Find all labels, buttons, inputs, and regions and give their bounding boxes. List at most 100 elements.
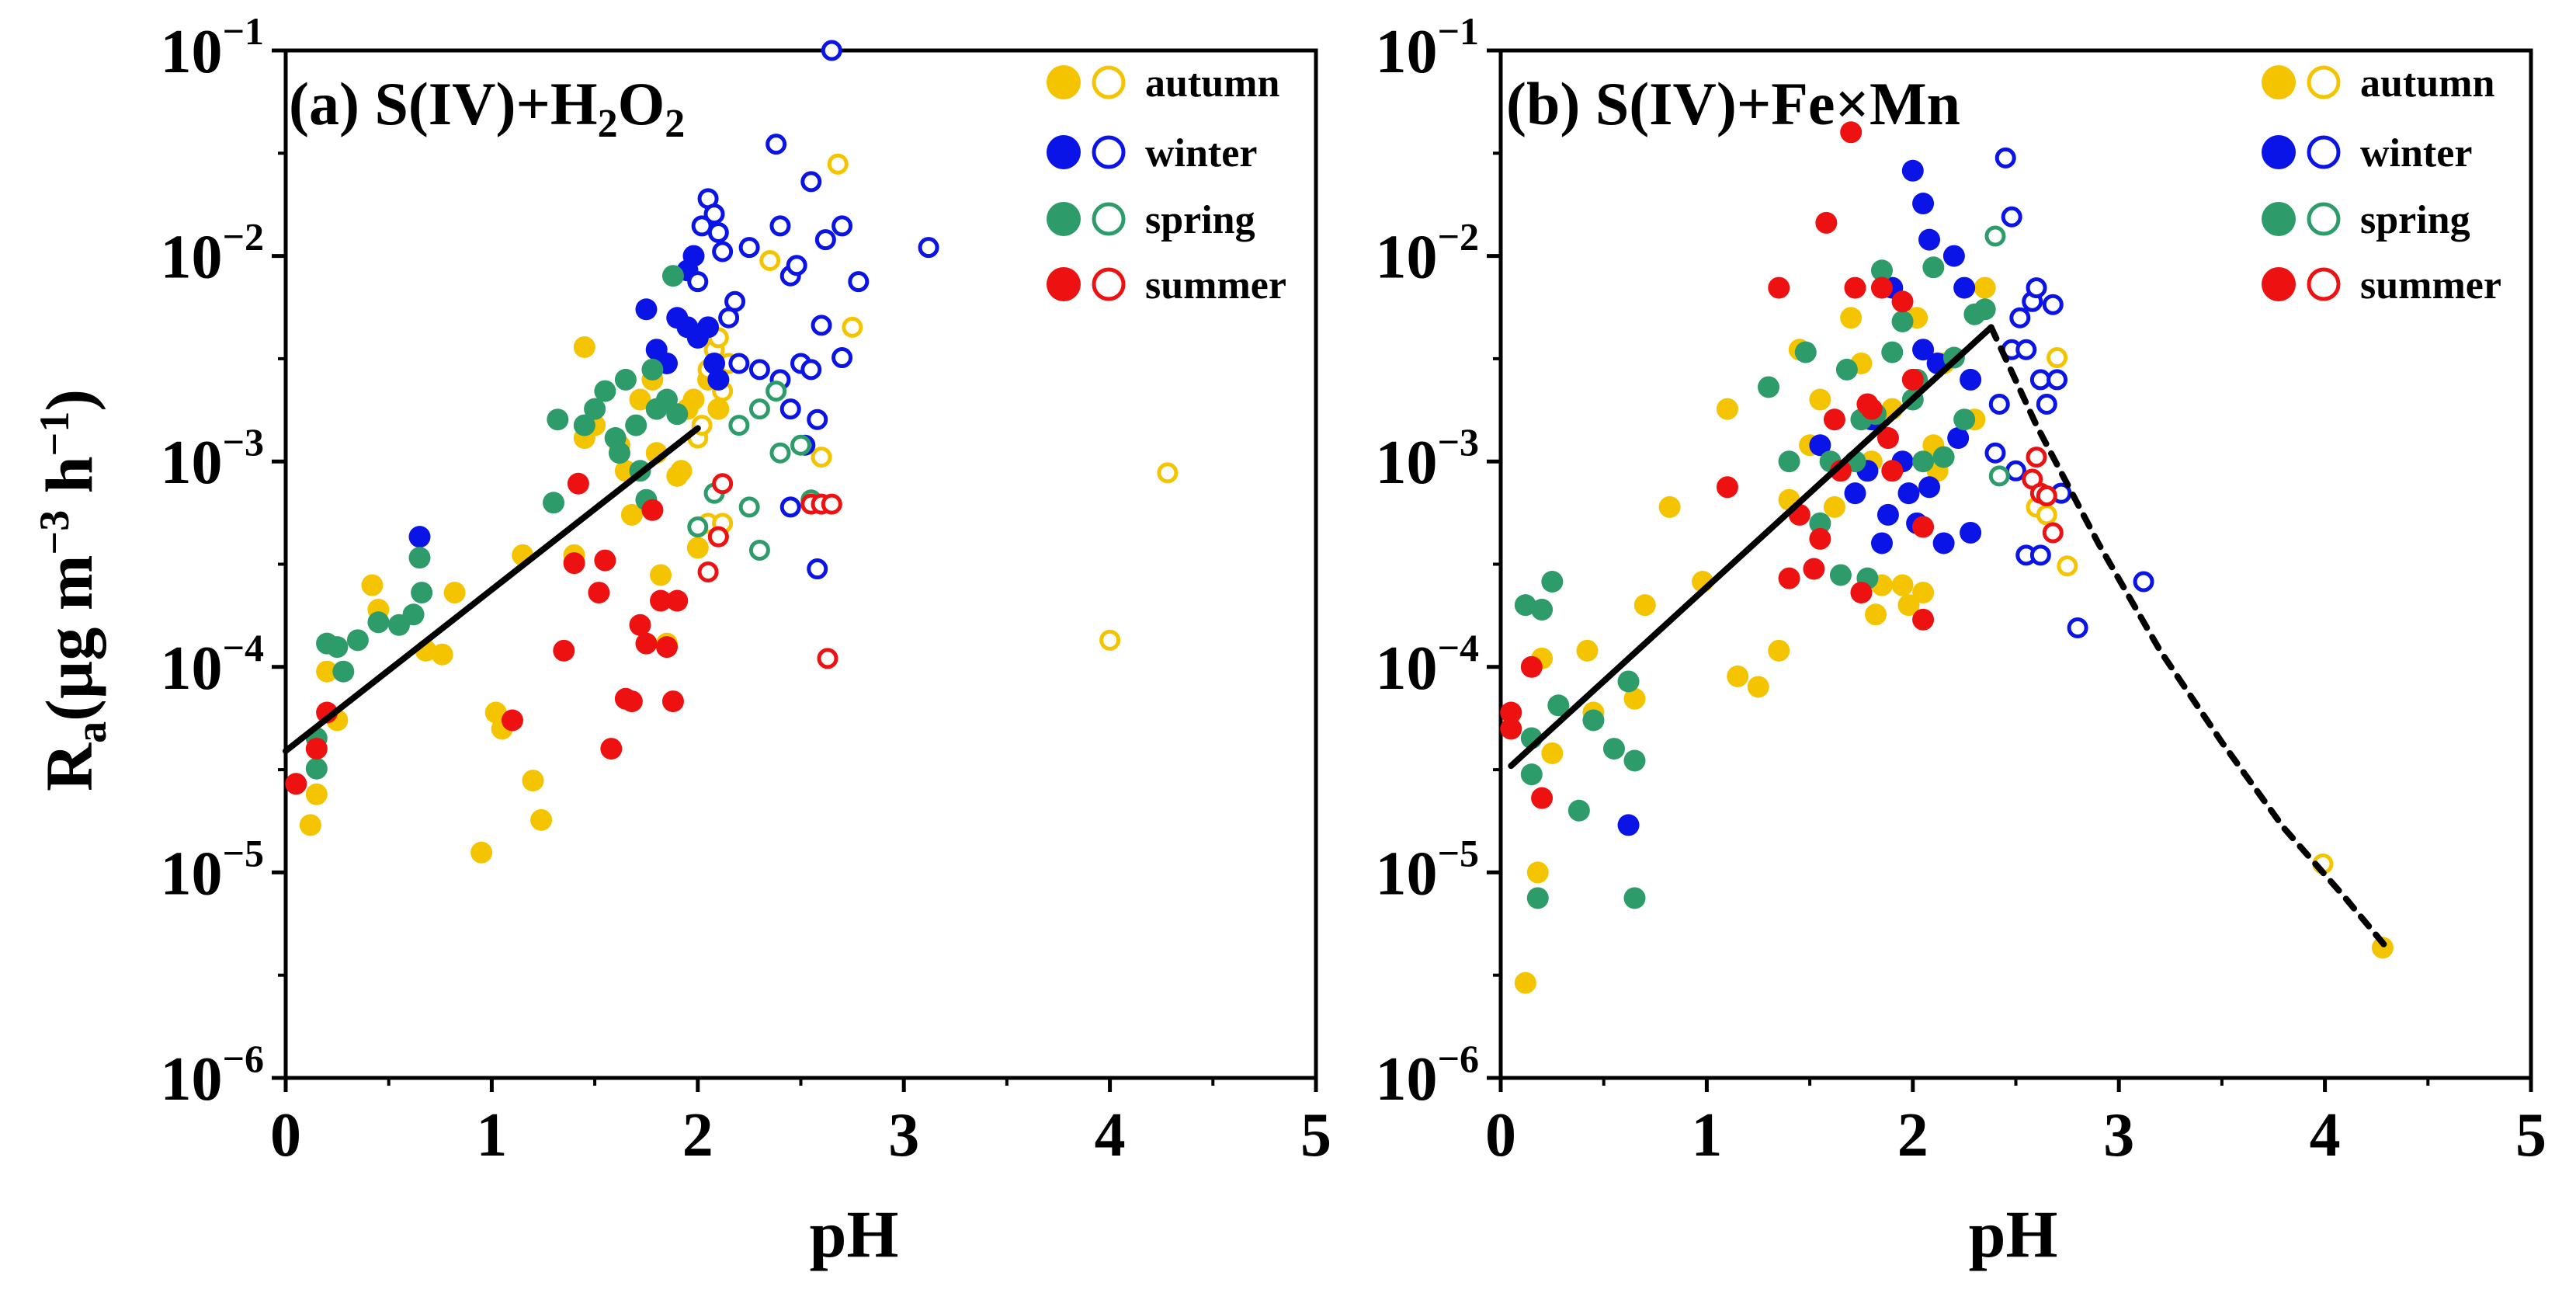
panel-a-y-tick-label: 10−1 (161, 9, 265, 86)
panel-a-point-winter-open (779, 398, 801, 420)
panel-b-point-winter-open (2042, 294, 2064, 315)
panel-a-legend-winter-label: winter (1145, 131, 1257, 176)
panel-b-legend-winter-filled-marker (2262, 135, 2296, 169)
panel-a-point-spring-filled (584, 398, 606, 420)
panel-b-point-winter-open (2029, 544, 2051, 566)
panel-a-legend-autumn-label: autumn (1145, 61, 1279, 106)
panel-a-point-autumn-filled (361, 574, 384, 596)
panel-b-point-spring-filled (1617, 670, 1640, 693)
panel-a-point-spring-open (738, 496, 760, 518)
panel-a-point-summer-filled (666, 589, 689, 612)
panel-a-point-winter-open (814, 229, 836, 251)
panel-a-point-spring-filled (614, 368, 637, 391)
panel-b-x-tick-label: 1 (1691, 1101, 1722, 1170)
panel-b-point-spring-filled (1809, 512, 1831, 534)
panel-a-point-autumn-filled (682, 388, 705, 411)
panel-a-point-summer-filled (635, 632, 658, 655)
panel-a-point-summer-filled (567, 472, 589, 495)
panel-b-point-summer-open (2042, 522, 2064, 544)
panel-b-point-autumn-filled (1912, 582, 1935, 604)
panel-a-point-spring-filled (625, 414, 647, 436)
panel-b-point-autumn-filled (1716, 398, 1738, 420)
panel-b-point-summer-open (2026, 447, 2047, 468)
panel-a-point-winter-open (707, 221, 729, 243)
panel-b-x-tick-label: 3 (2103, 1101, 2134, 1170)
panel-b-y-tick-label: 10−3 (1376, 420, 1480, 497)
panel-a-point-winter-open (769, 215, 791, 237)
panel-b-point-summer-filled (1520, 655, 1543, 678)
panel-a-point-autumn-filled (299, 814, 321, 836)
panel-b-legend-spring-filled-marker (2262, 202, 2296, 236)
panel-b-point-spring-filled (1520, 763, 1543, 786)
panel-a-x-axis-title: pH (810, 1197, 899, 1271)
panel-a-point-spring-open (748, 539, 770, 561)
panel-a-point-winter-open (807, 408, 828, 430)
panel-a-point-winter-open (918, 237, 939, 259)
panel-b-point-spring-filled (1547, 694, 1570, 717)
panel-b-point-summer-filled (1912, 516, 1935, 538)
panel-a-point-spring-filled (594, 380, 616, 402)
panel-b-point-winter-filled (1912, 193, 1935, 215)
panel-a-point-summer-filled (285, 773, 307, 795)
panel-a-legend-spring-open-marker (1092, 202, 1126, 236)
panel-a-point-autumn-filled (305, 783, 328, 805)
panel-a-x-tick-label: 3 (888, 1101, 919, 1170)
panel-a-point-summer-open (817, 648, 838, 669)
panel-b-point-winter-open (1994, 147, 2016, 169)
panel-a-point-summer-filled (655, 636, 678, 659)
panel-a-point-winter-open (766, 134, 787, 155)
panel-b-point-autumn-filled (1658, 495, 1681, 518)
panel-b-point-summer-filled (1778, 567, 1800, 589)
panel-b-point-spring-filled (1891, 310, 1914, 332)
panel-a-point-winter-open (738, 237, 760, 259)
panel-b-point-winter-filled (1876, 503, 1899, 526)
panel-a-x-tick-label: 4 (1095, 1101, 1126, 1170)
panel-b-point-autumn-filled (2371, 937, 2394, 959)
panel-b-point-summer-filled (1901, 368, 1924, 391)
panel-b: 0 1 2 3 4 5 10−6 10−5 10−4 10−3 10−2 10−1 (b) S(IV)… (1376, 9, 2547, 1271)
panel-b-plot-layer (1498, 48, 2533, 1080)
panel-b-point-winter-filled (1960, 368, 1982, 391)
panel-a-point-winter-open (831, 347, 853, 369)
panel-b-legend-summer-open-marker (2307, 267, 2341, 301)
panel-b-point-spring-filled (1794, 341, 1817, 363)
panel-a-point-autumn-filled (573, 336, 595, 359)
panel-a-point-spring-open (687, 516, 709, 538)
panel-b-legend-autumn-open-marker (2307, 65, 2341, 99)
panel-b-point-winter-open (2036, 393, 2057, 415)
panel-b-point-winter-filled (1918, 228, 1941, 251)
panel-b-point-summer-filled (1768, 276, 1790, 299)
panel-a-point-autumn-open (811, 447, 832, 468)
panel-b-legend: autumn winter spring summer (2262, 61, 2501, 308)
panel-b-point-winter-filled (1897, 482, 1920, 505)
panel-b-fit-line-dashed (1988, 324, 2390, 951)
panel-a-legend-spring-label: spring (1145, 198, 1255, 242)
panel-b-point-summer-filled (1829, 460, 1852, 482)
panel-a-point-winter-open (703, 203, 725, 225)
panel-a-point-autumn-open (827, 153, 849, 175)
panel-a-ticks-layer: 0 1 2 3 4 5 10−6 10−5 10−4 10−3 10−2 10−1 (161, 9, 1332, 1170)
panel-b-point-spring-filled (1602, 738, 1625, 760)
panel-a-point-summer-filled (661, 690, 684, 713)
panel-a-point-spring-open (766, 381, 787, 402)
panel-a-point-spring-filled (661, 265, 684, 287)
panel-a-point-spring-filled (305, 757, 328, 780)
panel-a-legend-summer-label: summer (1145, 263, 1286, 308)
panel-a-point-autumn-filled (443, 582, 466, 604)
panel-b-point-autumn-filled (1514, 972, 1536, 994)
panel-b-point-spring-filled (1835, 358, 1858, 381)
panel-b-point-spring-open (1988, 465, 2010, 487)
panel-a-y-tick-label: 10−4 (161, 626, 265, 703)
panel-b-point-winter-open (2015, 339, 2037, 360)
panel-a-point-summer-open (821, 493, 842, 515)
panel-b-point-spring-filled (1514, 594, 1536, 617)
panel-a-point-summer-open (697, 561, 719, 582)
panel-a-legend-winter-filled-marker (1047, 135, 1081, 169)
panel-b-y-tick-label: 10−4 (1376, 626, 1480, 703)
panel-a-point-winter-filled (635, 298, 658, 321)
panel-a-point-autumn-filled (650, 564, 672, 586)
panel-b-point-winter-open (2005, 460, 2026, 481)
panel-a-point-spring-filled (543, 492, 565, 514)
panel-a-point-spring-filled (408, 547, 431, 569)
panel-b-point-spring-filled (1623, 887, 1646, 909)
